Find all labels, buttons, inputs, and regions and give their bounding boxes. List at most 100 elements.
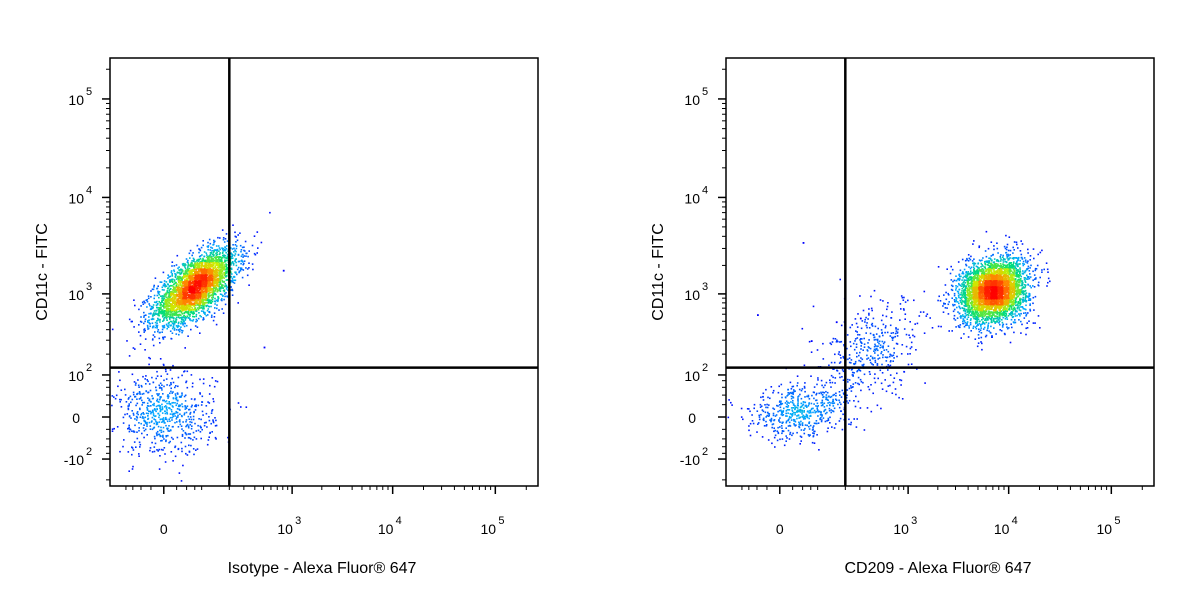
data-point xyxy=(209,273,211,276)
data-point xyxy=(202,308,204,310)
data-point xyxy=(176,277,179,280)
data-point xyxy=(202,288,204,290)
data-point xyxy=(205,287,208,289)
data-point xyxy=(978,245,981,247)
data-point xyxy=(800,440,802,442)
data-point xyxy=(166,325,169,327)
data-point xyxy=(231,273,233,275)
data-point xyxy=(185,380,188,383)
data-point xyxy=(206,426,208,428)
data-point xyxy=(225,268,228,270)
data-point xyxy=(223,285,226,288)
data-point xyxy=(177,287,179,289)
data-point xyxy=(183,307,186,310)
data-point xyxy=(226,240,229,242)
data-point xyxy=(881,363,883,366)
data-point xyxy=(842,357,845,359)
data-point xyxy=(206,299,208,301)
data-point xyxy=(889,360,892,363)
data-point xyxy=(139,320,142,323)
data-point xyxy=(850,387,852,389)
data-point xyxy=(200,315,202,318)
data-point xyxy=(791,434,793,437)
data-point xyxy=(196,304,199,306)
data-point xyxy=(858,368,860,371)
data-point xyxy=(214,279,217,281)
data-point xyxy=(172,412,175,415)
x-tick-label: 10 xyxy=(277,521,293,537)
data-point xyxy=(204,298,207,301)
data-point xyxy=(807,434,810,436)
data-point xyxy=(231,288,233,291)
data-point xyxy=(132,412,135,415)
data-point xyxy=(240,249,243,251)
data-point xyxy=(1032,296,1035,299)
data-point xyxy=(950,284,953,287)
data-point xyxy=(950,265,952,268)
data-point xyxy=(205,282,208,285)
data-point xyxy=(175,333,178,335)
data-point xyxy=(212,398,214,400)
data-point xyxy=(1028,320,1030,322)
data-point xyxy=(185,452,187,455)
data-point xyxy=(127,451,130,453)
data-point xyxy=(216,253,219,256)
data-point xyxy=(181,428,183,430)
data-point xyxy=(883,341,886,343)
data-point xyxy=(189,294,191,296)
data-point xyxy=(140,305,142,307)
data-point xyxy=(159,358,162,360)
data-point xyxy=(246,268,249,270)
data-point xyxy=(113,396,115,398)
data-point xyxy=(212,261,214,263)
data-point xyxy=(151,288,154,291)
data-point xyxy=(845,397,848,399)
data-point xyxy=(170,304,172,307)
data-point xyxy=(139,392,141,394)
data-point xyxy=(202,378,205,380)
data-point xyxy=(155,422,158,425)
data-point xyxy=(949,272,952,275)
data-point xyxy=(201,275,204,277)
data-point xyxy=(199,392,201,394)
data-point xyxy=(953,294,956,297)
data-point xyxy=(191,276,194,279)
data-point xyxy=(151,395,153,397)
data-point xyxy=(134,424,136,427)
data-point xyxy=(951,297,953,299)
data-point xyxy=(126,413,129,415)
data-point xyxy=(171,327,174,330)
data-point xyxy=(873,339,876,341)
data-point xyxy=(963,333,965,335)
data-point xyxy=(210,294,212,296)
data-point xyxy=(897,328,899,331)
data-point xyxy=(850,423,852,426)
data-point xyxy=(159,429,161,432)
data-point xyxy=(152,288,155,291)
data-point xyxy=(220,293,223,296)
data-point xyxy=(777,426,779,429)
data-point xyxy=(166,409,168,411)
data-point xyxy=(146,421,148,424)
data-point xyxy=(156,313,159,315)
data-point xyxy=(230,257,233,260)
data-point xyxy=(788,438,791,440)
data-point xyxy=(149,325,151,328)
data-point xyxy=(868,327,871,329)
data-point xyxy=(226,257,228,260)
data-point xyxy=(212,264,214,267)
data-point xyxy=(965,264,968,267)
data-point xyxy=(156,393,158,395)
data-point xyxy=(184,307,187,310)
data-point xyxy=(154,419,157,421)
data-point xyxy=(168,289,171,292)
data-point xyxy=(184,432,187,435)
data-point xyxy=(170,280,172,283)
data-point xyxy=(197,424,199,427)
data-point xyxy=(853,363,856,366)
data-point xyxy=(838,362,841,364)
data-point xyxy=(193,305,195,307)
data-point xyxy=(208,436,210,438)
data-point xyxy=(176,402,178,405)
